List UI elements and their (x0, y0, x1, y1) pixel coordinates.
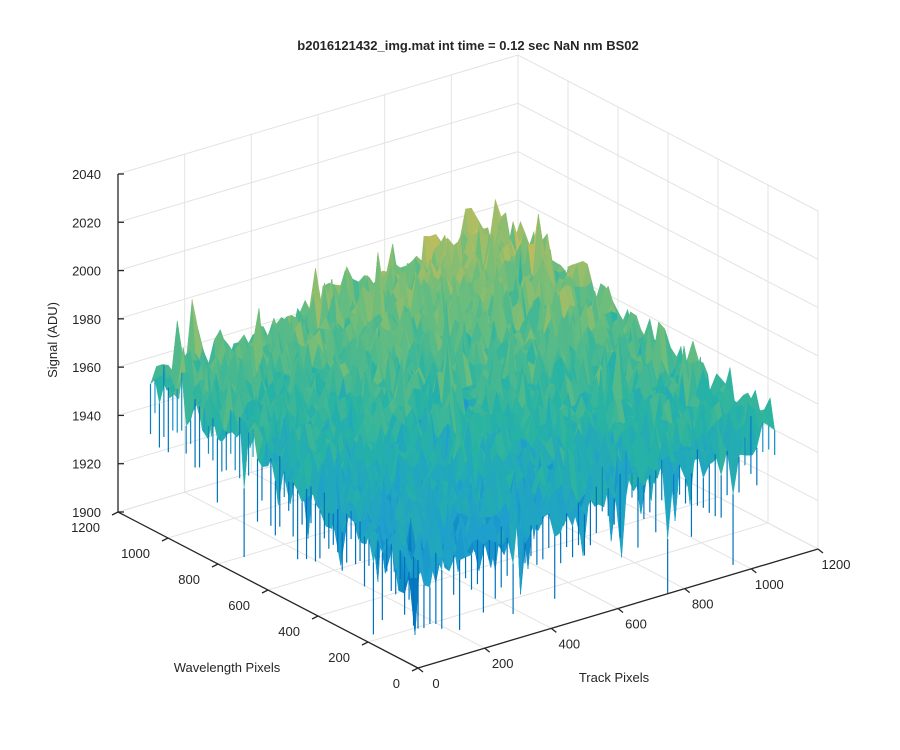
y-tick-mark (311, 615, 319, 620)
z-tick-label: 1900 (72, 505, 101, 520)
z-tick-label: 1940 (72, 408, 101, 423)
surface-facet (764, 397, 775, 431)
x-tick-label: 1000 (755, 577, 784, 592)
y-tick-label: 200 (328, 650, 350, 665)
z-tick-label: 2040 (72, 167, 101, 182)
tick-labels: 0 200 400 600 800 1000 1200 0 200 400 600 800 1000 12… (71, 167, 850, 691)
grid-line-z (117, 199, 819, 357)
x-tick-mark (484, 647, 491, 653)
y-tick-mark (411, 667, 419, 672)
x-tick-label: 600 (625, 617, 647, 632)
z-axis-label: Signal (ADU) (45, 302, 60, 378)
y-tick-label: 1000 (121, 546, 150, 561)
z-tick-label: 1920 (72, 457, 101, 472)
y-tick-label: 800 (178, 572, 200, 587)
y-tick-label: 0 (393, 676, 400, 691)
y-axis-label: Wavelength Pixels (174, 660, 281, 675)
z-tick-label: 1960 (72, 360, 101, 375)
y-tick-label: 1200 (71, 520, 100, 535)
chart-title: b2016121432_img.mat int time = 0.12 sec … (297, 38, 638, 53)
x-tick-mark (417, 667, 424, 673)
x-tick-mark (750, 568, 757, 574)
y-tick-mark (261, 589, 269, 594)
x-tick-label: 800 (692, 597, 714, 612)
y-tick-label: 400 (278, 624, 300, 639)
x-axis-label: Track Pixels (579, 670, 650, 685)
x-tick-mark (617, 607, 624, 614)
grid-line-z (117, 151, 819, 309)
x-tick-mark (550, 627, 557, 633)
x-tick-label: 1200 (822, 557, 851, 572)
grid-line-z (117, 102, 819, 260)
y-tick-mark (161, 537, 169, 542)
z-tick-label: 2020 (72, 215, 101, 230)
z-tick-label: 1980 (72, 312, 101, 327)
y-tick-mark (361, 641, 369, 646)
x-tick-mark (684, 588, 691, 594)
x-tick-label: 400 (558, 636, 580, 651)
x-tick-mark (817, 548, 824, 554)
z-tick-label: 2000 (72, 264, 101, 279)
x-tick-label: 0 (432, 676, 439, 691)
axes (111, 173, 824, 673)
y-tick-mark (111, 511, 119, 516)
y-tick-mark (211, 563, 219, 568)
signal-surface (149, 199, 776, 635)
y-tick-label: 600 (228, 598, 250, 613)
x-tick-label: 200 (492, 656, 514, 671)
grid-line-z (117, 54, 819, 212)
